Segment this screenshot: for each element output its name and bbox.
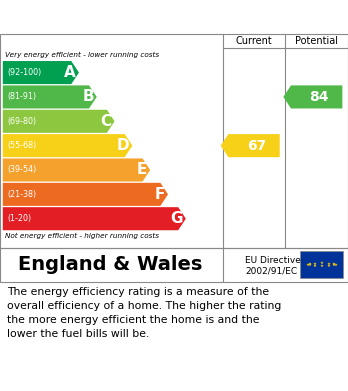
Text: G: G [171,211,183,226]
Bar [300,251,343,278]
Text: ★: ★ [313,264,317,268]
Text: 67: 67 [247,139,266,152]
Text: ★: ★ [332,262,335,266]
Text: Energy Efficiency Rating: Energy Efficiency Rating [10,10,232,25]
Text: EU Directive: EU Directive [245,256,301,265]
Text: ★: ★ [332,264,335,267]
Text: C: C [101,114,112,129]
Text: ★: ★ [327,262,331,265]
Text: B: B [82,90,94,104]
Text: (92-100): (92-100) [8,68,42,77]
Text: 84: 84 [309,90,329,104]
Text: ★: ★ [327,264,331,268]
Polygon shape [283,85,342,108]
Text: Potential: Potential [295,36,338,47]
Text: (69-80): (69-80) [8,117,37,126]
Text: ★: ★ [308,262,311,266]
Polygon shape [3,134,132,157]
Text: (1-20): (1-20) [8,214,32,223]
Text: ★: ★ [334,263,338,267]
Text: England & Wales: England & Wales [18,255,202,274]
Polygon shape [3,61,79,84]
Text: (55-68): (55-68) [8,141,37,150]
Text: F: F [155,187,165,202]
Text: ★: ★ [320,264,324,268]
Text: Not energy efficient - higher running costs: Not energy efficient - higher running co… [5,233,159,239]
Text: E: E [137,163,148,178]
Polygon shape [3,158,150,181]
Text: (21-38): (21-38) [8,190,37,199]
Text: Very energy efficient - lower running costs: Very energy efficient - lower running co… [5,52,159,58]
Text: (39-54): (39-54) [8,165,37,174]
Text: ★: ★ [308,264,311,267]
Text: 2002/91/EC: 2002/91/EC [245,266,298,275]
Text: ★: ★ [306,263,309,267]
Text: Current: Current [236,36,272,47]
Text: A: A [64,65,76,80]
Polygon shape [3,183,168,206]
Polygon shape [221,134,280,157]
Text: (81-91): (81-91) [8,92,37,101]
Polygon shape [3,85,97,108]
Text: D: D [117,138,129,153]
Text: The energy efficiency rating is a measure of the
overall efficiency of a home. T: The energy efficiency rating is a measur… [7,287,281,339]
Polygon shape [3,110,114,133]
Polygon shape [3,207,186,230]
Text: ★: ★ [320,261,324,265]
Text: ★: ★ [313,262,317,265]
